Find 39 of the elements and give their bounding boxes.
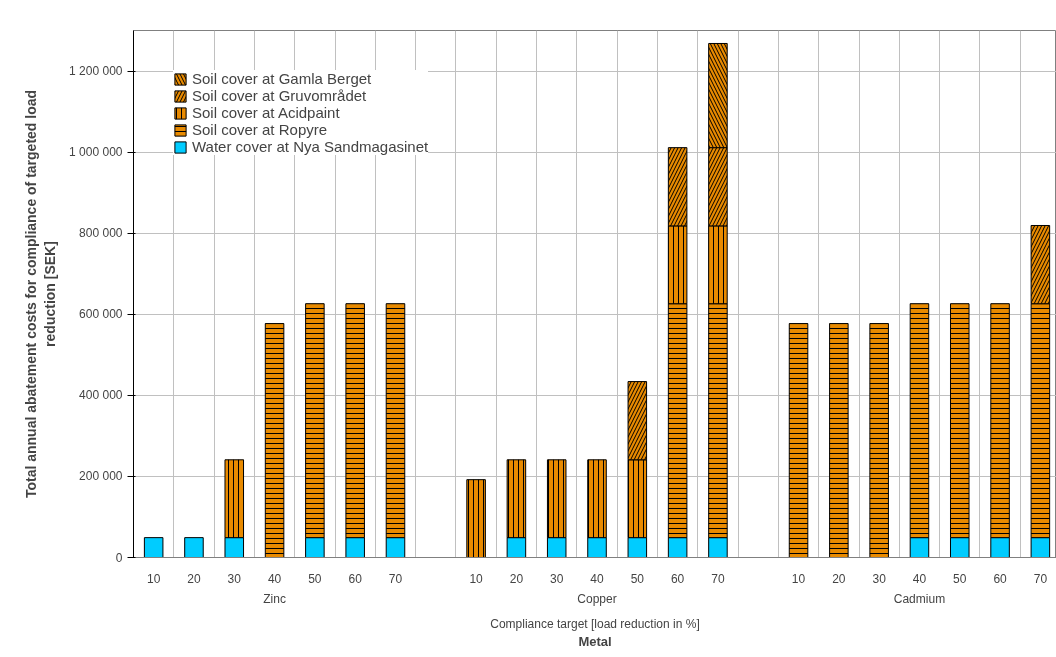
legend-label: Soil cover at Ropyre <box>192 121 328 138</box>
x-tick-label: 60 <box>670 571 685 586</box>
y-tick-label: 1 000 000 <box>69 145 123 160</box>
x-tick-label: 70 <box>1033 571 1048 586</box>
x-tick-label: 70 <box>388 571 403 586</box>
x-tick-label: 30 <box>227 571 242 586</box>
y-tick-label: 200 000 <box>79 469 123 484</box>
x-tick-label: 40 <box>267 571 282 586</box>
x-tick-label: 50 <box>630 571 645 586</box>
x-tick-label: 30 <box>872 571 887 586</box>
x-tick-label: 50 <box>953 571 967 586</box>
x-tick-label: 30 <box>550 571 564 586</box>
text: Zinc <box>263 591 286 606</box>
x-tick-label: 10 <box>791 571 806 586</box>
legend-label: Water cover at Nya Sandmagasinet <box>192 138 429 155</box>
y-tick-label: 1 200 000 <box>69 64 123 79</box>
x-tick-label: 20 <box>187 571 201 586</box>
x-tick-label: 10 <box>469 571 484 586</box>
x-tick-label: 70 <box>711 571 725 586</box>
x-tick-label: 40 <box>590 571 605 586</box>
y-axis-title: Total annual abatement costs for compliance of targeted load reduction [SEK] <box>22 89 59 499</box>
y-tick-label: 400 000 <box>79 388 123 403</box>
y-tick-label: 600 000 <box>79 307 123 322</box>
x-tick-label: 40 <box>912 571 927 586</box>
legend-label: Soil cover at Acidpaint <box>192 104 340 121</box>
y-tick-label: 800 000 <box>79 226 123 241</box>
x-tick-label: 10 <box>146 571 161 586</box>
y-tick-label: 0 <box>115 550 123 565</box>
x-tick-label: 20 <box>509 571 524 586</box>
x-tick-label: 20 <box>832 571 846 586</box>
text: Compliance target [load reduction in %] <box>490 616 700 631</box>
x-tick-label: 50 <box>308 571 322 586</box>
x-tick-label: 60 <box>348 571 363 586</box>
x-tick-label: 60 <box>993 571 1008 586</box>
legend-label: Soil cover at Gruvområdet <box>192 87 367 104</box>
text: Copper <box>577 591 617 606</box>
legend-label: Soil cover at Gamla Berget <box>192 70 372 87</box>
x-axis-title: Metal <box>578 633 612 649</box>
text: Cadmium <box>893 591 946 606</box>
